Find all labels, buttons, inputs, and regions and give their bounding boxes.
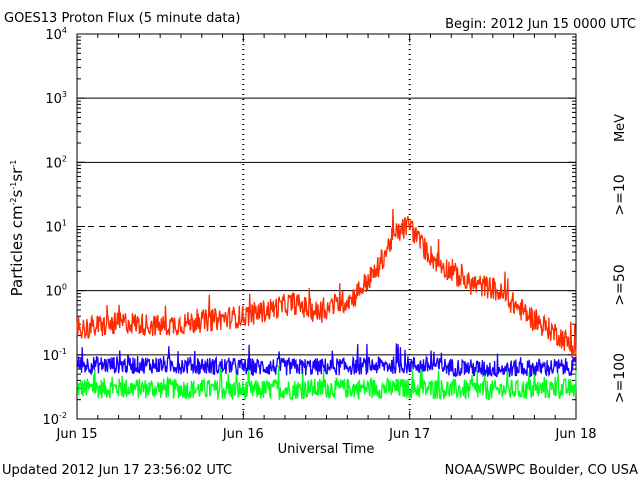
y-tick-label: 103	[45, 90, 67, 107]
y-tick-label: 104	[45, 26, 67, 43]
series-layer	[76, 208, 577, 402]
units-label: MeV	[613, 114, 628, 142]
y-tick-base: 10	[42, 413, 59, 428]
y-tick-base: 10	[45, 156, 62, 171]
y-axis-title-main: Particles cm	[8, 205, 26, 296]
series-line-2	[76, 364, 577, 402]
y-tick-base: 10	[42, 349, 59, 364]
y-tick-base: 10	[45, 285, 62, 300]
y-tick-base: 10	[45, 92, 62, 107]
y-tick-exponent: 0	[62, 283, 67, 292]
credit-label: NOAA/SWPC Boulder, CO USA	[445, 463, 638, 478]
series-line-1	[76, 343, 577, 378]
legend-ge10: >=10	[612, 174, 628, 215]
updated-label: Updated 2012 Jun 17 23:56:02 UTC	[2, 463, 232, 478]
y-axis-sr: sr	[8, 167, 26, 182]
plot-frame	[76, 33, 577, 420]
legend-ge50: >=50	[612, 264, 628, 305]
day-divider-marks	[242, 34, 411, 419]
y-axis-title: Particles cm-2s-1sr-1	[8, 160, 26, 297]
y-tick-base: 10	[45, 28, 62, 43]
y-tick-exponent: -1	[59, 347, 67, 356]
y-tick-exponent: 1	[62, 219, 67, 228]
y-tick-exponent: 4	[62, 26, 67, 35]
y-axis-exp-sr: -1	[9, 160, 18, 168]
x-tick-label: Jun 17	[388, 427, 430, 442]
y-tick-exponent: 2	[62, 154, 67, 163]
y-tick-exponent: -2	[59, 411, 67, 420]
x-tick-label: Jun 16	[222, 427, 264, 442]
y-tick-label: 100	[45, 283, 67, 300]
series-line-0	[76, 208, 577, 358]
x-tick-label: Jun 18	[555, 427, 597, 442]
minor-ticks	[76, 34, 577, 420]
y-tick-label: 10-2	[42, 411, 67, 428]
y-axis-exp-s: -1	[9, 182, 18, 190]
y-tick-exponent: 3	[62, 90, 67, 99]
y-tick-base: 10	[45, 221, 62, 236]
y-tick-label: 102	[45, 154, 67, 171]
x-tick-label: Jun 15	[56, 427, 98, 442]
chart-title: GOES13 Proton Flux (5 minute data)	[4, 11, 240, 26]
legend-ge100: >=100	[612, 353, 628, 403]
x-tick-labels: Jun 15 Jun 16 Jun 17 Jun 18	[56, 427, 597, 442]
y-axis-s: s	[8, 189, 26, 197]
x-axis-title: Universal Time	[278, 442, 375, 457]
y-tick-label: 10-1	[42, 347, 67, 364]
y-axis-exp-cm: -2	[9, 197, 18, 205]
y-tick-label: 101	[45, 219, 67, 236]
begin-label: Begin: 2012 Jun 15 0000 UTC	[445, 17, 636, 32]
